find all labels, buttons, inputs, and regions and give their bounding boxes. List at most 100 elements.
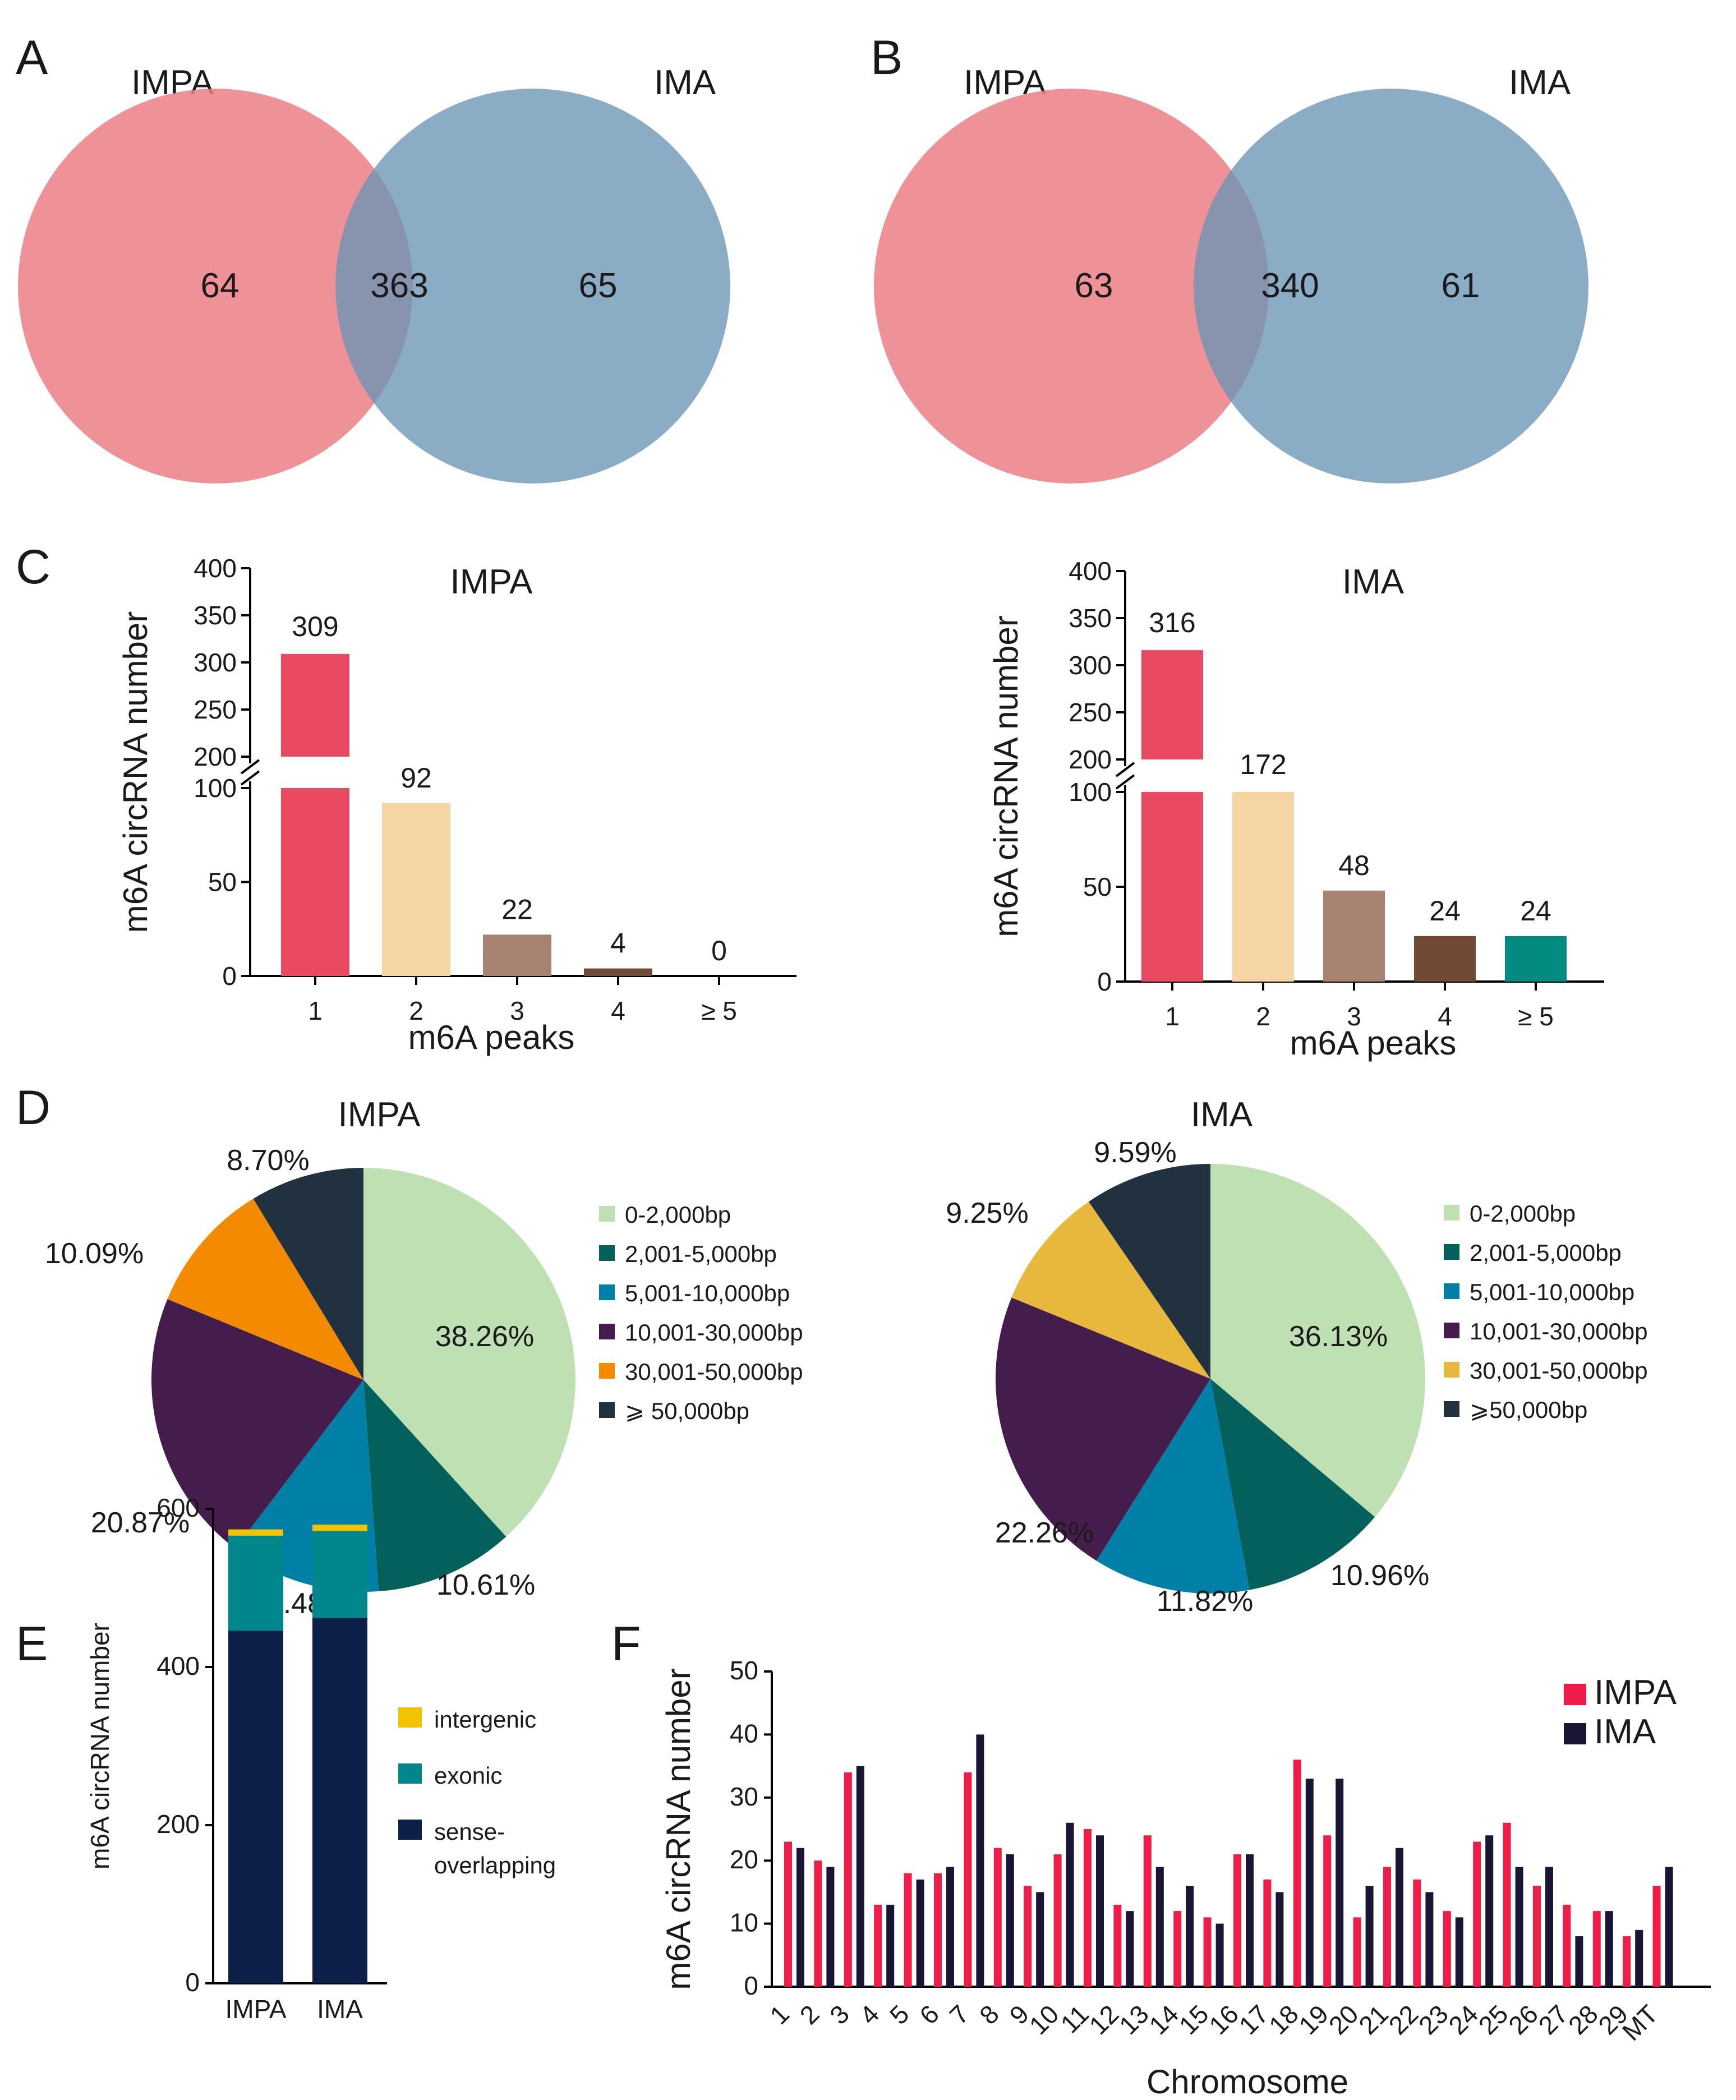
legend-swatch xyxy=(599,1402,615,1418)
pie-percent-label: 22.26% xyxy=(995,1517,1094,1549)
pie-slice xyxy=(1011,1201,1210,1379)
stacked-bar-segment xyxy=(312,1531,367,1618)
axis-break-mark-upper xyxy=(240,759,260,775)
bar-ima xyxy=(1305,1779,1314,1987)
panel-letter-b: B xyxy=(871,31,902,85)
bar-value-label: 316 xyxy=(1149,607,1195,638)
bar-impa xyxy=(1323,1835,1332,1987)
venn-b-right-label: IMA xyxy=(1509,63,1571,102)
bar-impa xyxy=(1563,1904,1571,1987)
pie-slice xyxy=(253,1168,363,1380)
bar-chart-c-ima: IMA m6A circRNA number 0 50 100 200 250 300 350 4… xyxy=(987,556,1604,1062)
venn-a xyxy=(18,89,730,483)
chart-title: IMA xyxy=(1191,1095,1253,1134)
legend-swatch xyxy=(599,1324,615,1339)
bar-ima xyxy=(916,1879,924,1987)
bar-impa xyxy=(1652,1886,1661,1987)
y-tick-label: 400 xyxy=(156,1651,200,1680)
x-tick-label: 1 xyxy=(308,996,323,1025)
pie-slice xyxy=(996,1297,1210,1561)
y-tick-label: 50 xyxy=(1083,872,1112,901)
legend-label: 5,001-10,000bp xyxy=(625,1280,790,1306)
pie-percent-label: 10.09% xyxy=(45,1237,144,1270)
pie-slice xyxy=(363,1168,575,1537)
legend-label: 0-2,000bp xyxy=(1470,1200,1576,1227)
x-tick-label: 1 xyxy=(1165,1002,1180,1031)
x-tick-label: 4 xyxy=(1438,1002,1452,1031)
bar-ima xyxy=(1215,1923,1224,1987)
pie-percent-label: 36.13% xyxy=(1289,1320,1388,1353)
bar-ima xyxy=(976,1734,984,1987)
x-tick-label: MT xyxy=(1617,1999,1664,2046)
bar-value-label: 24 xyxy=(1520,895,1551,927)
venn-a-right-circle xyxy=(335,89,730,483)
stacked-bar-segment xyxy=(312,1618,367,1983)
bar-ima xyxy=(1036,1892,1044,1987)
bar-impa xyxy=(1203,1917,1212,1987)
bar-impa xyxy=(1053,1854,1062,1987)
bar-value-label: 0 xyxy=(711,935,727,966)
venn-b-overlap-count: 340 xyxy=(1261,266,1319,305)
venn-a-right-count: 65 xyxy=(579,266,618,305)
pie-slice xyxy=(1210,1164,1425,1517)
bar-impa xyxy=(1024,1886,1032,1987)
pie-percent-label: 10.96% xyxy=(1330,1559,1429,1592)
bar-ima xyxy=(1575,1936,1583,1987)
bar-ima xyxy=(1455,1917,1463,1987)
legend-label: 30,001-50,000bp xyxy=(625,1358,803,1385)
x-tick-label: 1 xyxy=(764,1999,795,2030)
legend-label: intergenic xyxy=(434,1706,536,1733)
venn-b-left-count: 63 xyxy=(1075,266,1113,305)
y-tick-label: 300 xyxy=(194,648,237,677)
bar-impa xyxy=(1413,1879,1421,1987)
bar-impa xyxy=(1293,1760,1301,1987)
y-tick-label: 100 xyxy=(194,773,237,803)
bar-impa xyxy=(1143,1835,1152,1987)
y-axis-title: m6A circRNA number xyxy=(987,615,1025,937)
pie-percent-label: 11.82% xyxy=(1157,1585,1254,1618)
legend-swatch xyxy=(1444,1401,1459,1417)
y-tick-label: 0 xyxy=(222,961,237,991)
legend-label: 2,001-5,000bp xyxy=(625,1241,777,1267)
y-tick-label: 350 xyxy=(1069,604,1112,633)
legend-label: ⩾ 50,000bp xyxy=(625,1398,749,1424)
bar-ima xyxy=(1006,1854,1014,1987)
pie-percent-label: 38.26% xyxy=(435,1320,534,1353)
x-tick-label: ≥ 5 xyxy=(1518,1002,1554,1031)
axis-break-mark-lower xyxy=(1115,774,1135,790)
bar-impa xyxy=(1353,1917,1361,1987)
bar-impa xyxy=(964,1772,972,1987)
legend-swatch xyxy=(398,1820,422,1840)
bar-lower-segment xyxy=(1141,792,1203,982)
y-tick-label: 350 xyxy=(194,601,237,630)
bar-lower-segment xyxy=(1232,792,1294,982)
bar xyxy=(382,803,450,976)
x-axis-title: Chromosome xyxy=(1146,2063,1348,2100)
bar-ima xyxy=(946,1867,954,1987)
stacked-bar-segment xyxy=(228,1529,283,1536)
bar-value-label: 309 xyxy=(292,611,338,642)
pie-slice xyxy=(1096,1379,1250,1594)
bar-impa xyxy=(1263,1879,1272,1987)
legend-label: IMPA xyxy=(1594,1673,1677,1712)
bar-upper-segment xyxy=(1141,650,1203,759)
bar-ima xyxy=(1485,1835,1494,1987)
pie-slice xyxy=(1210,1379,1375,1590)
legend-swatch xyxy=(1444,1205,1459,1221)
chart-title: IMPA xyxy=(450,563,533,601)
legend-label: overlapping xyxy=(434,1852,556,1878)
bar-impa xyxy=(934,1873,942,1987)
pie-slice xyxy=(151,1299,363,1549)
chart-title: IMA xyxy=(1342,563,1405,601)
legend-swatch xyxy=(599,1206,615,1222)
bar-impa xyxy=(784,1841,792,1987)
bar xyxy=(1323,890,1385,982)
y-tick-label: 200 xyxy=(194,742,237,771)
legend-swatch xyxy=(1444,1362,1459,1378)
bar-impa xyxy=(814,1860,822,1987)
legend-swatch xyxy=(1564,1684,1586,1705)
stacked-bar-chart-e: m6A circRNA number 0 200 400 600 IMPA IMA inter… xyxy=(85,1493,556,2024)
x-axis-title: m6A peaks xyxy=(408,1019,575,1056)
legend-swatch xyxy=(398,1707,422,1728)
